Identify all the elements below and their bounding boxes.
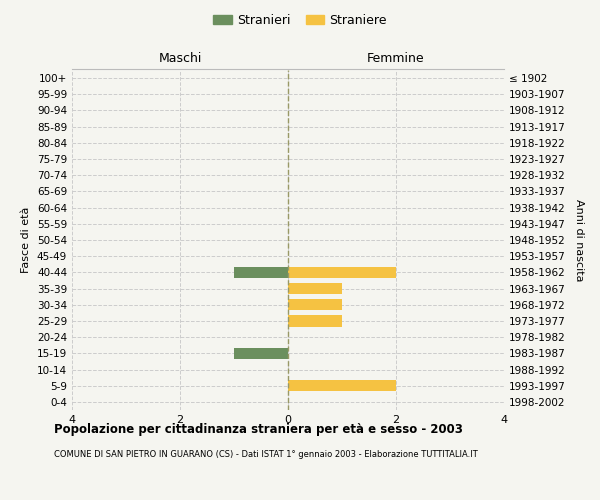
Y-axis label: Anni di nascita: Anni di nascita xyxy=(574,198,584,281)
Legend: Stranieri, Straniere: Stranieri, Straniere xyxy=(208,8,392,32)
Text: COMUNE DI SAN PIETRO IN GUARANO (CS) - Dati ISTAT 1° gennaio 2003 - Elaborazione: COMUNE DI SAN PIETRO IN GUARANO (CS) - D… xyxy=(54,450,478,459)
Text: Maschi: Maschi xyxy=(158,52,202,65)
Bar xyxy=(288,299,342,310)
Y-axis label: Fasce di età: Fasce di età xyxy=(22,207,31,273)
Bar xyxy=(288,380,396,392)
Text: Femmine: Femmine xyxy=(367,52,425,65)
Bar xyxy=(234,348,288,359)
Bar xyxy=(234,266,288,278)
Bar xyxy=(288,266,396,278)
Text: Popolazione per cittadinanza straniera per età e sesso - 2003: Popolazione per cittadinanza straniera p… xyxy=(54,422,463,436)
Bar xyxy=(288,316,342,326)
Bar xyxy=(288,283,342,294)
